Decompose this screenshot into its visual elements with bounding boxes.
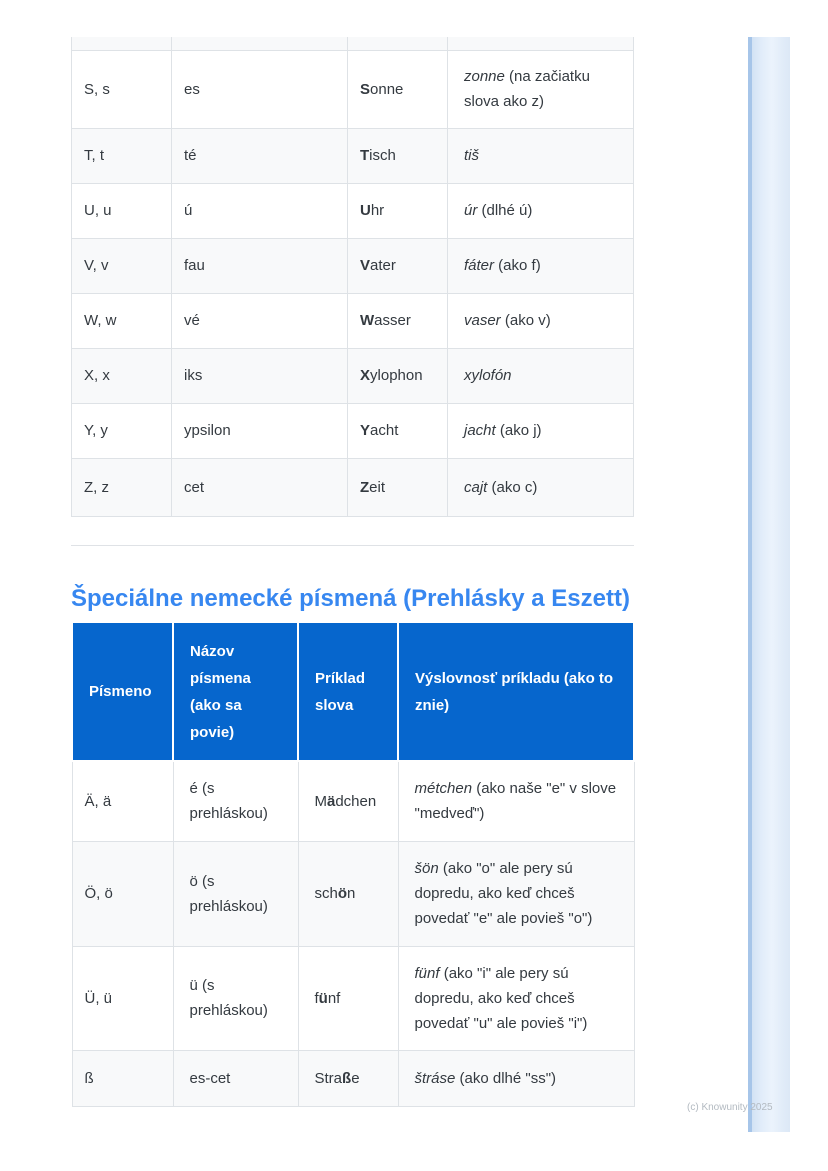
table-cell: Uhr [347, 182, 448, 239]
table-cell: fáter (ako f) [447, 237, 634, 294]
table-cell: Ä, ä [71, 760, 174, 842]
column-header: Názov písmena (ako sa povie) [172, 621, 299, 762]
table-cell: jacht (ako j) [447, 402, 634, 459]
table-cell: Yacht [347, 402, 448, 459]
table-row: X, x iks Xylophon xylofón [71, 347, 634, 404]
table-cell: X, x [71, 347, 172, 404]
column-header: Písmeno [71, 621, 174, 762]
table-row: ß es-cet Straße štráse (ako dlhé "ss") [71, 1049, 635, 1107]
table-cell: T, t [71, 127, 172, 184]
table-row: T, t té Tisch tiš [71, 127, 634, 184]
table-cell: Xylophon [347, 347, 448, 404]
special-letters-table: Písmeno Názov písmena (ako sa povie) Príkl… [71, 621, 635, 1107]
table-cell: ypsilon [171, 402, 348, 459]
table-cell: ß [71, 1049, 174, 1107]
table-row: V, v fau Vater fáter (ako f) [71, 237, 634, 294]
section-divider [71, 545, 634, 546]
table-cell: xylofón [447, 347, 634, 404]
table-cell: úr (dlhé ú) [447, 182, 634, 239]
table-cell: iks [171, 347, 348, 404]
table-cell [171, 37, 348, 51]
table-cell: Zeit [347, 457, 448, 517]
table-cell: Sonne [347, 49, 448, 129]
table-row: Y, y ypsilon Yacht jacht (ako j) [71, 402, 634, 459]
special-table-header: Písmeno Názov písmena (ako sa povie) Príkl… [71, 621, 635, 762]
table-cell: ü (s prehláskou) [172, 945, 299, 1051]
table-cell: Straße [297, 1049, 399, 1107]
table-row: S, s es Sonne zonne (na začiatku slova ako … [71, 49, 634, 129]
table-cell [447, 37, 634, 51]
table-cell: té [171, 127, 348, 184]
table-cell: tiš [447, 127, 634, 184]
table-cell: schön [297, 840, 399, 947]
table-cell: W, w [71, 292, 172, 349]
table-cell [71, 37, 172, 51]
table-cell: S, s [71, 49, 172, 129]
table-cell: ú [171, 182, 348, 239]
table-row: Z, z cet Zeit cajt (ako c) [71, 457, 634, 517]
alphabet-table: S, s es Sonne zonne (na začiatku slova ako … [71, 37, 634, 517]
table-cell: Z, z [71, 457, 172, 517]
table-cell: fünf [297, 945, 399, 1051]
table-cell: Mädchen [297, 760, 399, 842]
page-edge-strip [748, 37, 790, 1132]
table-cell: U, u [71, 182, 172, 239]
table-cell: zonne (na začiatku slova ako z) [447, 49, 634, 129]
table-cell: fau [171, 237, 348, 294]
copyright-note: (c) Knowunity 2025 [687, 1102, 773, 1113]
table-cell: é (s prehláskou) [172, 760, 299, 842]
table-cell: Vater [347, 237, 448, 294]
table-cell: métchen (ako naše "e" v slove "medveď") [397, 760, 635, 842]
table-cell: cajt (ako c) [447, 457, 634, 517]
table-row: W, w vé Wasser vaser (ako v) [71, 292, 634, 349]
column-header: Výslovnosť príkladu (ako to znie) [397, 621, 635, 762]
column-header: Príklad slova [297, 621, 399, 762]
section-heading: Špeciálne nemecké písmená (Prehlásky a E… [71, 584, 630, 612]
table-cell: Ö, ö [71, 840, 174, 947]
table-cell: Tisch [347, 127, 448, 184]
table-cell: es [171, 49, 348, 129]
table-cell: Y, y [71, 402, 172, 459]
table-cell: fünf (ako "i" ale pery sú dopredu, ako k… [397, 945, 635, 1051]
table-cell: es-cet [172, 1049, 299, 1107]
table-cell: cet [171, 457, 348, 517]
table-cell: Wasser [347, 292, 448, 349]
table-cell: štráse (ako dlhé "ss") [397, 1049, 635, 1107]
table-cell: šön (ako "o" ale pery sú dopredu, ako ke… [397, 840, 635, 947]
table-cell: vaser (ako v) [447, 292, 634, 349]
table-cell: Ü, ü [71, 945, 174, 1051]
table-cell: V, v [71, 237, 172, 294]
table-cell: vé [171, 292, 348, 349]
table-cell: ö (s prehláskou) [172, 840, 299, 947]
table-cell [347, 37, 448, 51]
table-row: U, u ú Uhr úr (dlhé ú) [71, 182, 634, 239]
table-row-partial [71, 37, 634, 51]
